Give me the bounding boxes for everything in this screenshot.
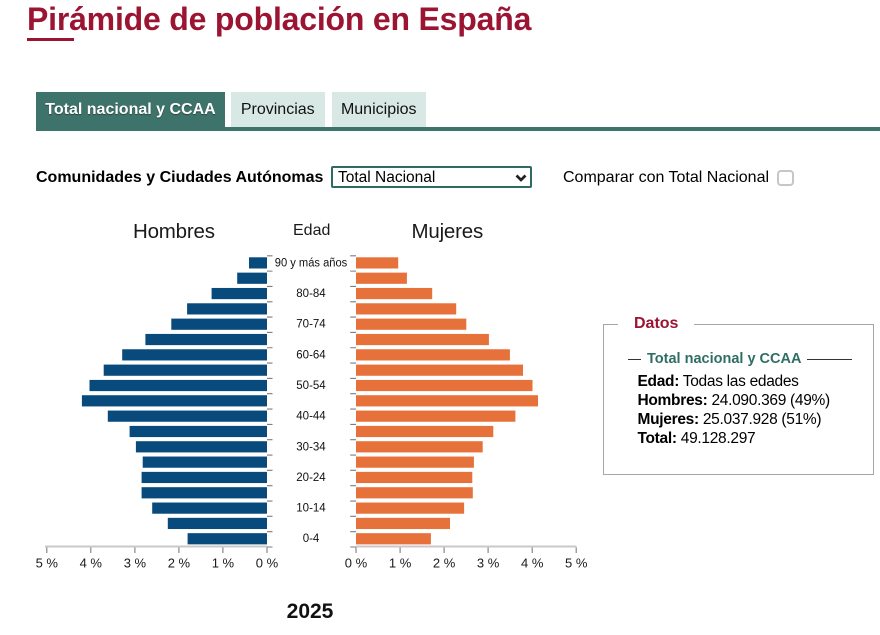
svg-text:2 %: 2 % <box>433 556 456 571</box>
svg-text:70-74: 70-74 <box>296 319 326 331</box>
svg-text:80-84: 80-84 <box>296 288 326 300</box>
svg-text:2 %: 2 % <box>168 556 191 571</box>
svg-text:1 %: 1 % <box>212 556 235 571</box>
svg-text:0 %: 0 % <box>256 556 279 571</box>
svg-text:10-14: 10-14 <box>296 503 326 515</box>
svg-text:3 %: 3 % <box>124 556 147 571</box>
svg-text:60-64: 60-64 <box>296 349 326 361</box>
svg-text:0 %: 0 % <box>345 556 368 571</box>
svg-text:5 %: 5 % <box>36 556 59 571</box>
svg-text:3 %: 3 % <box>477 556 500 571</box>
svg-text:30-34: 30-34 <box>296 441 326 453</box>
svg-text:20-24: 20-24 <box>296 472 326 484</box>
svg-text:5 %: 5 % <box>565 556 588 571</box>
svg-text:50-54: 50-54 <box>296 380 326 392</box>
svg-text:4 %: 4 % <box>521 556 544 571</box>
svg-text:90 y más años: 90 y más años <box>275 257 348 269</box>
svg-text:40-44: 40-44 <box>296 411 326 423</box>
svg-text:4 %: 4 % <box>80 556 103 571</box>
svg-text:1 %: 1 % <box>389 556 412 571</box>
svg-text:0-4: 0-4 <box>303 533 320 545</box>
